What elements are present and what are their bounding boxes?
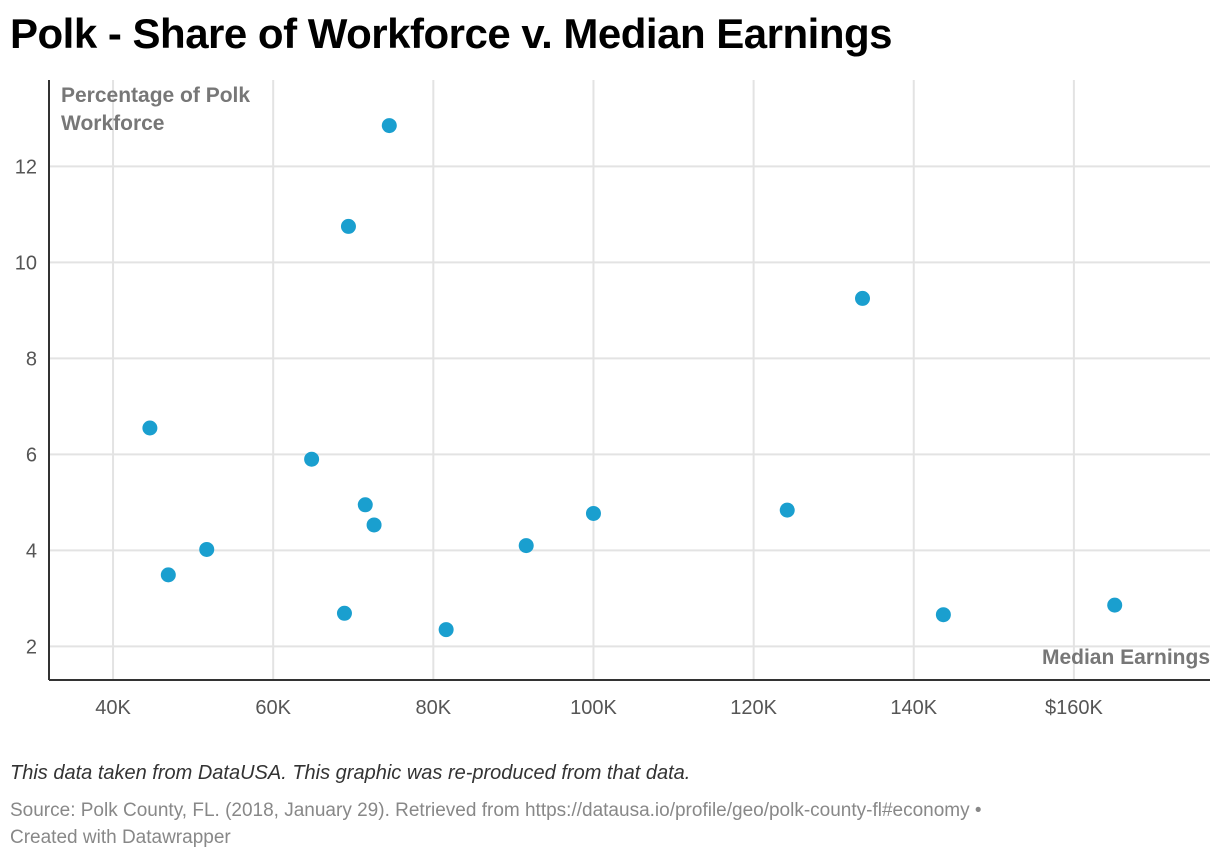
x-tick-label: 60K	[255, 697, 291, 719]
data-point	[142, 420, 158, 436]
grid-lines	[49, 80, 1210, 680]
x-tick-label: $160K	[1045, 697, 1103, 719]
data-point	[518, 538, 534, 554]
axes: 40K 60K 80K 100K 120K 140K $160K 2 4 6 8 10 12	[15, 80, 1210, 719]
y-tick-label: 12	[15, 156, 37, 178]
y-axis-title-line: Percentage of Polk	[61, 84, 250, 107]
data-point	[935, 607, 951, 623]
source-credit: Source: Polk County, FL. (2018, January …	[10, 797, 1190, 851]
x-tick-label: 100K	[570, 697, 617, 719]
y-tick-label: 2	[26, 636, 37, 658]
y-tick-label: 10	[15, 252, 37, 274]
y-tick-label: 6	[26, 444, 37, 466]
x-tick-label: 120K	[730, 697, 777, 719]
data-point	[160, 567, 176, 583]
data-point	[336, 605, 352, 621]
data-point	[855, 290, 871, 306]
credit-line: Created with Datawrapper	[10, 827, 231, 848]
y-axis-title: Percentage of Polk Workforce	[61, 84, 250, 135]
x-tick-label: 40K	[95, 697, 131, 719]
x-axis-title: Median Earnings	[1042, 646, 1210, 669]
chart-note: This data taken from DataUSA. This graph…	[10, 762, 691, 784]
source-line: Source: Polk County, FL. (2018, January …	[10, 800, 982, 821]
y-tick-label: 8	[26, 348, 37, 370]
data-point	[438, 622, 454, 638]
data-point	[381, 118, 397, 134]
data-point	[304, 451, 320, 467]
data-point	[1107, 597, 1123, 613]
data-point	[357, 497, 373, 513]
x-tick-label: 80K	[416, 697, 452, 719]
data-point	[585, 505, 601, 521]
x-tick-label: 140K	[890, 697, 937, 719]
y-tick-label: 4	[26, 540, 37, 562]
data-point	[779, 502, 795, 518]
y-axis-title-line: Workforce	[61, 112, 164, 135]
data-point	[340, 218, 356, 234]
data-point	[199, 541, 215, 557]
chart-title: Polk - Share of Workforce v. Median Earn…	[10, 10, 892, 57]
data-points	[142, 118, 1123, 638]
data-point	[366, 517, 382, 533]
